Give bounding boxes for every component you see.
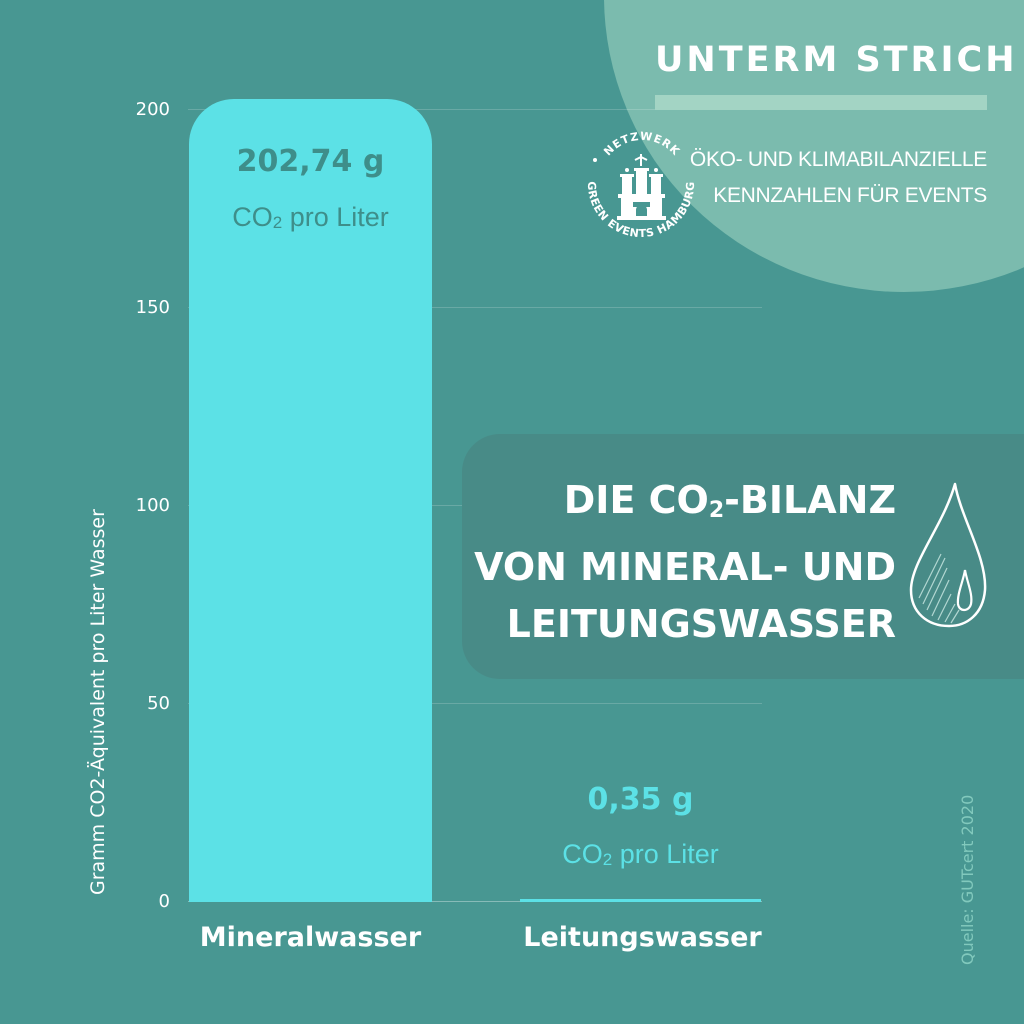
unit-label-mineralwasser: CO2 pro Liter xyxy=(232,202,389,232)
header-subtitle-line2: KENNZAHLEN FÜR EVENTS xyxy=(713,184,987,207)
chart-title: DIE CO2-BILANZ VON MINERAL- UND LEITUNGS… xyxy=(474,472,896,653)
header-underline xyxy=(655,95,987,110)
y-tick-100: 100 xyxy=(135,495,170,516)
bar-mineralwasser xyxy=(189,99,432,902)
value-label-leitungswasser: 0,35 g xyxy=(587,782,694,817)
header-subtitle-line1: ÖKO- UND KLIMABILANZIELLE xyxy=(689,148,987,171)
source-note: Quelle: GUTcert 2020 xyxy=(958,794,977,965)
category-label-leitungswasser: Leitungswasser xyxy=(523,922,762,953)
value-label-mineralwasser: 202,74 g xyxy=(236,144,385,179)
y-tick-50: 50 xyxy=(147,693,170,714)
unit-label-leitungswasser: CO2 pro Liter xyxy=(562,839,719,869)
x-axis-baseline xyxy=(188,901,762,902)
title-panel xyxy=(462,434,1024,679)
y-tick-0: 0 xyxy=(158,891,170,912)
y-tick-200: 200 xyxy=(135,99,170,120)
title-line3: LEITUNGSWASSER xyxy=(506,602,896,646)
svg-text:NETZWERK: NETZWERK xyxy=(601,130,682,159)
bar-leitungswasser xyxy=(520,899,761,902)
gridline-150 xyxy=(188,307,762,308)
y-tick-150: 150 xyxy=(135,297,170,318)
header-title: UNTERM STRICH xyxy=(655,40,1018,80)
y-axis-label: Gramm CO2-Äquivalent pro Liter Wasser xyxy=(87,509,109,895)
gridline-200 xyxy=(188,109,762,110)
category-label-mineralwasser: Mineralwasser xyxy=(199,922,422,953)
title-line1: DIE CO2-BILANZ xyxy=(563,478,896,523)
water-drop-icon xyxy=(905,478,990,630)
hamburg-castle-icon: NETZWERK GREEN EVENTS HAMBURG xyxy=(585,130,697,241)
green-events-hamburg-logo: NETZWERK GREEN EVENTS HAMBURG xyxy=(578,120,704,250)
gridline-50 xyxy=(188,703,762,704)
title-line2: VON MINERAL- UND xyxy=(474,545,896,589)
